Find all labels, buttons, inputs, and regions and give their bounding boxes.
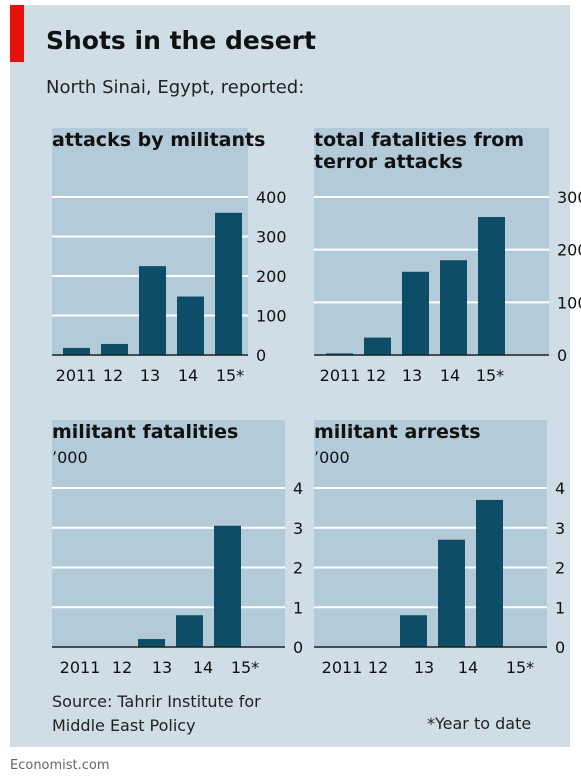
chart-2-bar [326, 353, 353, 355]
chart-3-x-tick-label: 13 [152, 658, 172, 677]
chart-1-y-tick-label: 100 [256, 307, 287, 326]
chart-4-y-tick-label: 1 [555, 598, 565, 617]
chart-3-title-line: militant fatalities [52, 421, 238, 443]
chart-3-y-tick-label: 4 [293, 479, 303, 498]
chart-1-title-line: attacks by militants [52, 129, 265, 151]
chart-2-bar [440, 260, 467, 355]
accent-bar [10, 5, 24, 62]
chart-4-y-tick-label: 0 [555, 638, 565, 657]
chart-4-x-tick-label: 15* [506, 658, 534, 677]
chart-1-x-tick-label: 15* [216, 366, 244, 385]
chart-4-bar [438, 539, 465, 647]
chart-4-y-tick-label: 2 [555, 559, 565, 578]
chart-1-bar [139, 266, 166, 355]
chart-4-bar [476, 499, 503, 647]
chart-2-panel [314, 128, 549, 356]
chart-3-panel [52, 420, 285, 648]
chart-1-x-tick-label: 13 [140, 366, 160, 385]
chart-4-title-line: militant arrests [314, 421, 481, 443]
chart-2-y-tick-label: 0 [557, 346, 567, 365]
chart-3-y-tick-label: 0 [293, 638, 303, 657]
source-note: Source: Tahrir Institute for Middle East… [52, 692, 261, 735]
chart-3-y-tick-label: 2 [293, 559, 303, 578]
chart-1-y-tick-label: 300 [256, 228, 287, 247]
chart-2-title-line: total fatalities from [314, 129, 524, 151]
chart-title: Shots in the desert [46, 26, 316, 55]
chart-2-y-tick-label: 300 [557, 188, 581, 207]
chart-subtitle: North Sinai, Egypt, reported: [46, 77, 305, 98]
chart-1-x-tick-label: 14 [178, 366, 198, 385]
chart-4-y-tick-label: 4 [555, 479, 565, 498]
footnote: *Year to date [427, 714, 532, 733]
chart-4-panel [314, 420, 547, 648]
chart-4-bar [400, 615, 427, 647]
chart-4-y-tick-label: 3 [555, 519, 565, 538]
chart-3-x-tick-label: 2011 [60, 658, 101, 677]
chart-4-x-tick-label: 14 [458, 658, 478, 677]
chart-4-x-tick-label: 2011 [322, 658, 363, 677]
chart-2-x-tick-label: 13 [402, 366, 422, 385]
chart-2-title-line: terror attacks [314, 151, 463, 173]
chart-2-bar [478, 217, 505, 355]
chart-1-y-tick-label: 400 [256, 188, 287, 207]
chart-3-bar [138, 639, 165, 647]
chart-2-bar [364, 337, 391, 355]
chart-2-x-tick-label: 14 [440, 366, 460, 385]
chart-2-bar [402, 271, 429, 355]
chart-1-bar [215, 212, 242, 355]
chart-2-x-tick-label: 15* [476, 366, 504, 385]
chart-2-x-tick-label: 12 [366, 366, 386, 385]
chart-1-x-tick-label: 2011 [56, 366, 97, 385]
chart-3-y-tick-label: 3 [293, 519, 303, 538]
chart-3-x-tick-label: 14 [193, 658, 213, 677]
chart-2-y-tick-label: 100 [557, 293, 581, 312]
chart-3-y-tick-label: 1 [293, 598, 303, 617]
chart-1-bar [177, 296, 204, 355]
chart-3-bar [214, 525, 241, 647]
chart-1-y-tick-label: 200 [256, 267, 287, 286]
chart-3-bar [176, 615, 203, 647]
chart-2-x-tick-label: 2011 [320, 366, 361, 385]
chart-3-x-tick-label: 15* [231, 658, 259, 677]
chart-4-x-tick-label: 13 [414, 658, 434, 677]
chart-3-unit-label: ’000 [52, 448, 88, 467]
brand-label: Economist.com [10, 758, 110, 773]
chart-1-bar [63, 347, 90, 355]
chart-4-unit-label: ’000 [314, 448, 350, 467]
chart-3-x-tick-label: 12 [112, 658, 132, 677]
chart-1-y-tick-label: 0 [256, 346, 266, 365]
chart-2-y-tick-label: 200 [557, 241, 581, 260]
chart-1-bar [101, 343, 128, 355]
chart-1-x-tick-label: 12 [103, 366, 123, 385]
chart-4-x-tick-label: 12 [368, 658, 388, 677]
